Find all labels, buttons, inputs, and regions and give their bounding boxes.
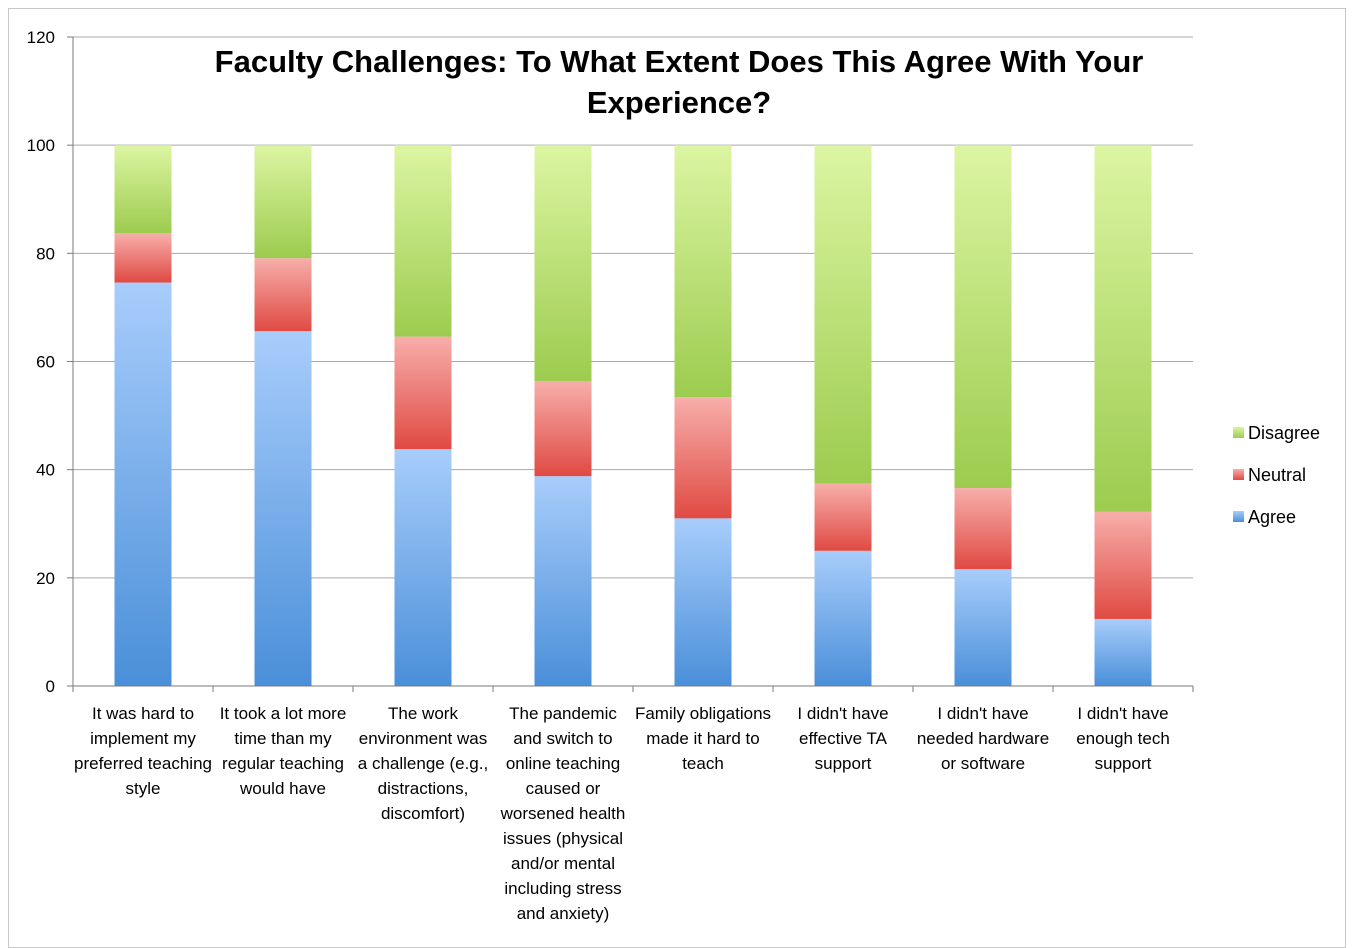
- legend-label-neutral: Neutral: [1248, 465, 1306, 485]
- y-tick-label: 60: [36, 353, 55, 372]
- bar-segment-agree: [254, 331, 312, 686]
- bar-segment-agree: [954, 569, 1012, 686]
- y-tick-label: 100: [27, 136, 55, 155]
- bar-segment-disagree: [114, 145, 172, 234]
- bar-segment-neutral: [254, 258, 312, 332]
- bar-segment-neutral: [1094, 511, 1152, 619]
- x-category-label: Family obligations made it hard to teach: [635, 704, 771, 773]
- legend-label-disagree: Disagree: [1248, 423, 1320, 443]
- bar-segment-neutral: [674, 397, 732, 519]
- legend-label-agree: Agree: [1248, 507, 1296, 527]
- x-category-label: The pandemic and switch to online teaching…: [500, 704, 626, 923]
- bar-segment-disagree: [1094, 145, 1152, 512]
- bar-segment-agree: [814, 550, 872, 686]
- bars: [114, 145, 1152, 686]
- bar-segment-disagree: [674, 145, 732, 398]
- chart-title-text: Faculty Challenges: To What Extent Does …: [215, 44, 1144, 120]
- chart-title: Faculty Challenges: To What Extent Does …: [215, 44, 1144, 120]
- bar-segment-disagree: [254, 145, 312, 259]
- x-category-label: It took a lot more time than my regular te…: [220, 704, 347, 798]
- y-tick-label: 120: [27, 28, 55, 47]
- legend-swatch-neutral: [1233, 469, 1244, 480]
- bar-segment-disagree: [954, 145, 1012, 489]
- legend-swatch-agree: [1233, 511, 1244, 522]
- bar-segment-agree: [114, 282, 172, 686]
- legend-swatch-disagree: [1233, 427, 1244, 438]
- x-category-label: I didn't have enough tech support: [1076, 704, 1170, 773]
- bar-segment-neutral: [954, 488, 1012, 570]
- bar-segment-disagree: [394, 145, 452, 337]
- bar-segment-neutral: [394, 336, 452, 450]
- y-tick-label: 80: [36, 244, 55, 263]
- bar-segment-agree: [674, 518, 732, 686]
- y-tick-label: 20: [36, 569, 55, 588]
- x-category-label: It was hard to implement my preferred teac…: [74, 704, 212, 798]
- legend: Disagree Neutral Agree: [1233, 423, 1320, 527]
- x-category-label: I didn't have needed hardware or software: [917, 704, 1049, 773]
- y-tick-label: 0: [46, 677, 55, 696]
- axes: 0 20 40 60 80 100 120 It was hard to implement m…: [27, 28, 1194, 923]
- bar-segment-neutral: [534, 380, 592, 477]
- y-tick-label: 40: [36, 461, 55, 480]
- bar-segment-agree: [394, 449, 452, 686]
- bar-segment-neutral: [114, 233, 172, 283]
- bar-segment-disagree: [534, 145, 592, 381]
- bar-segment-agree: [534, 476, 592, 686]
- x-category-label: I didn't have effective TA support: [797, 704, 888, 773]
- bar-segment-neutral: [814, 483, 872, 551]
- x-category-label: The work environment was a challenge (e.g.…: [358, 704, 488, 823]
- bar-segment-agree: [1094, 618, 1152, 686]
- bar-segment-disagree: [814, 145, 872, 484]
